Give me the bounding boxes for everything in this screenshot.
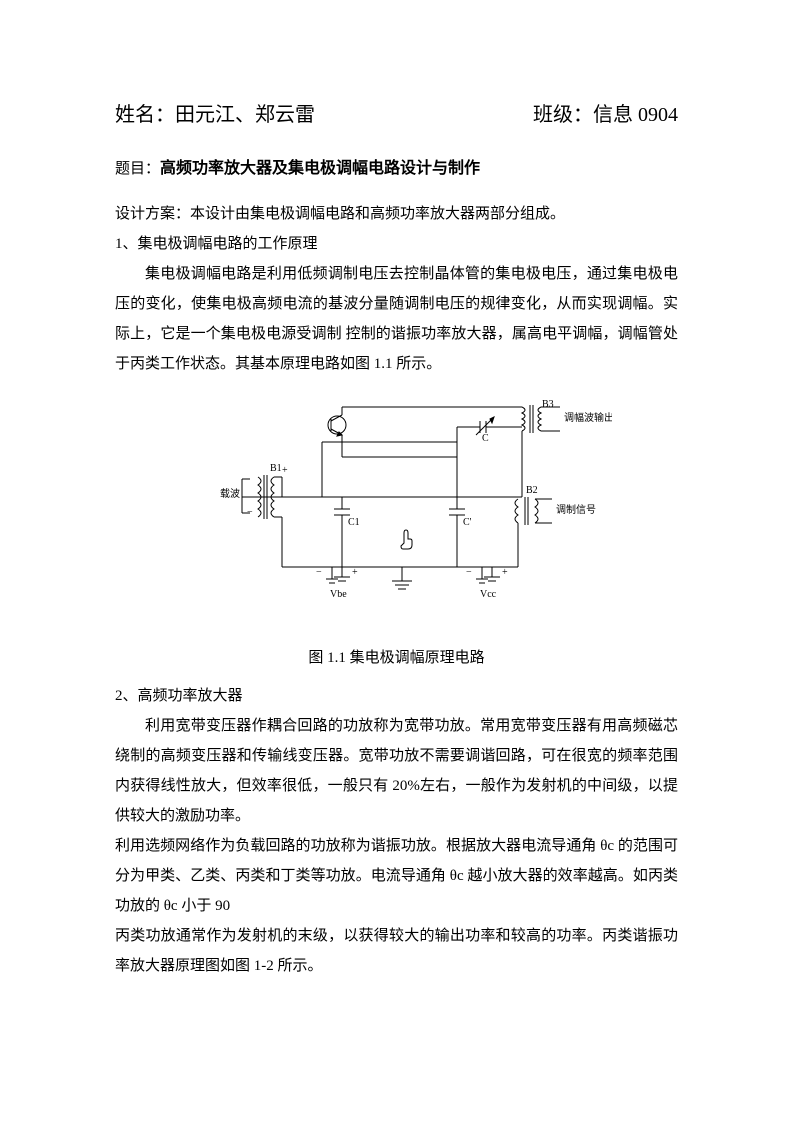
label-amout: 调幅波输出 <box>564 411 612 424</box>
section1-heading: 1、集电极调幅电路的工作原理 <box>115 229 678 259</box>
topic-title: 高频功率放大器及集电极调幅电路设计与制作 <box>160 160 480 177</box>
class-label: 班级： <box>533 104 593 126</box>
label-plus-vcc: + <box>502 567 508 578</box>
section2-p3: 丙类功放通常作为发射机的末级，以获得较大的输出功率和较高的功率。丙类谐振功率放大… <box>115 921 678 981</box>
topic-label: 题目： <box>115 161 160 177</box>
label-modsig: 调制信号 <box>556 503 596 516</box>
name-label: 姓名： <box>115 104 175 126</box>
section2-heading: 2、高频功率放大器 <box>115 681 678 711</box>
label-plus-vbe: + <box>352 567 358 578</box>
names: 田元江、郑云雷 <box>175 104 315 126</box>
circuit-diagram: 载波 B1 + − C1 C' C B2 B3 调制信号 调幅波输出 Vbe V… <box>182 397 612 617</box>
label-plus1: + <box>282 465 288 476</box>
label-minus1: − <box>247 507 253 518</box>
section1-p1: 集电极调幅电路是利用低频调制电压去控制晶体管的集电极电压，通过集电极电压的变化，… <box>115 259 678 379</box>
label-carrier: 载波 <box>220 487 240 500</box>
figure-1: 载波 B1 + − C1 C' C B2 B3 调制信号 调幅波输出 Vbe V… <box>115 397 678 628</box>
label-minus-vbe: − <box>316 567 322 578</box>
topic-line: 题目：高频功率放大器及集电极调幅电路设计与制作 <box>115 153 678 185</box>
class-block: 班级：信息 0904 <box>533 95 678 135</box>
label-c: C <box>482 433 489 444</box>
design-plan: 设计方案：本设计由集电极调幅电路和高频功率放大器两部分组成。 <box>115 199 678 229</box>
label-b3: B3 <box>542 399 554 410</box>
label-vcc: Vcc <box>480 589 497 600</box>
label-b1: B1 <box>270 463 282 474</box>
name-block: 姓名：田元江、郑云雷 <box>115 95 315 135</box>
header-row: 姓名：田元江、郑云雷 班级：信息 0904 <box>115 95 678 135</box>
label-b2: B2 <box>526 485 538 496</box>
label-cprime: C' <box>463 517 472 528</box>
figure1-caption: 图 1.1 集电极调幅原理电路 <box>115 643 678 673</box>
section2-p1: 利用宽带变压器作耦合回路的功放称为宽带功放。常用宽带变压器有用高频磁芯绕制的高频… <box>115 711 678 831</box>
class-value: 信息 0904 <box>593 104 678 126</box>
label-minus-vcc: − <box>466 567 472 578</box>
label-vbe: Vbe <box>330 589 347 600</box>
section2-p2: 利用选频网络作为负载回路的功放称为谐振功放。根据放大器电流导通角 θc 的范围可… <box>115 831 678 921</box>
label-c1: C1 <box>348 517 360 528</box>
